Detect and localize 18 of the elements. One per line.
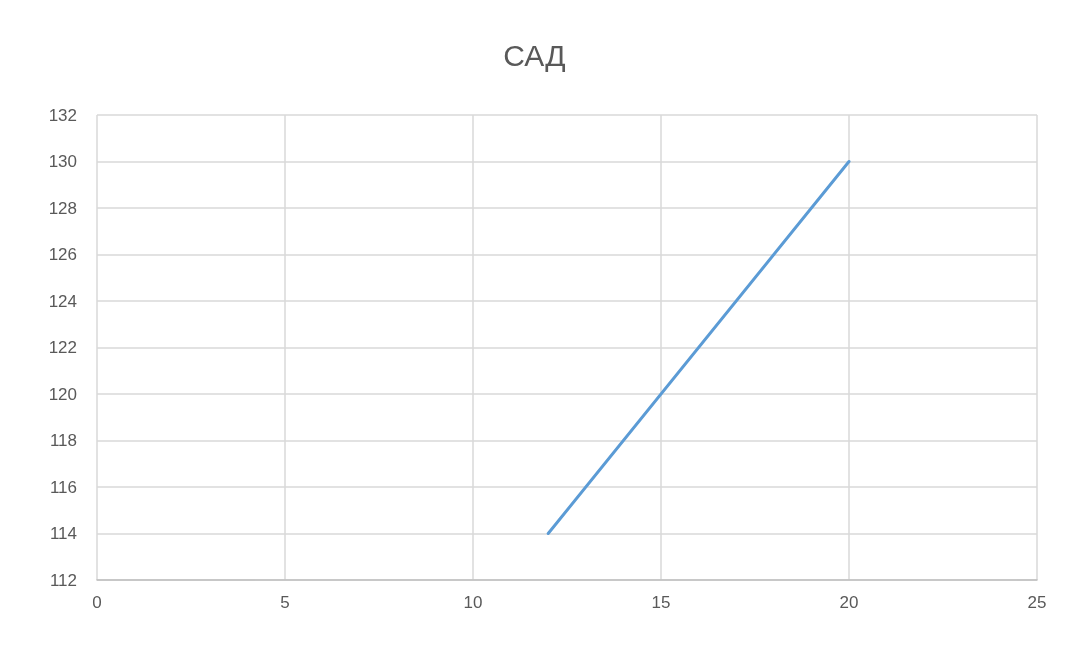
y-tick-label: 124 xyxy=(48,291,77,311)
y-tick-label: 116 xyxy=(49,477,77,497)
y-tick-label: 120 xyxy=(48,384,77,404)
y-tick-label: 114 xyxy=(49,524,77,543)
y-tick-label: 132 xyxy=(48,105,77,125)
x-tick-label: 10 xyxy=(463,593,483,612)
y-tick-label: 128 xyxy=(48,198,77,218)
x-tick-label: 0 xyxy=(92,593,102,612)
y-tick-label: 126 xyxy=(48,245,77,264)
y-tick-label: 118 xyxy=(49,431,77,450)
x-tick-label: 25 xyxy=(1027,593,1047,612)
y-tick-label: 130 xyxy=(48,152,77,171)
y-tick-label: 112 xyxy=(49,570,77,590)
x-tick-label: 15 xyxy=(651,593,671,612)
y-tick-label: 122 xyxy=(48,338,77,357)
x-tick-label: 5 xyxy=(280,593,290,612)
x-tick-label: 20 xyxy=(839,593,859,612)
chart-title: САД xyxy=(503,38,566,72)
